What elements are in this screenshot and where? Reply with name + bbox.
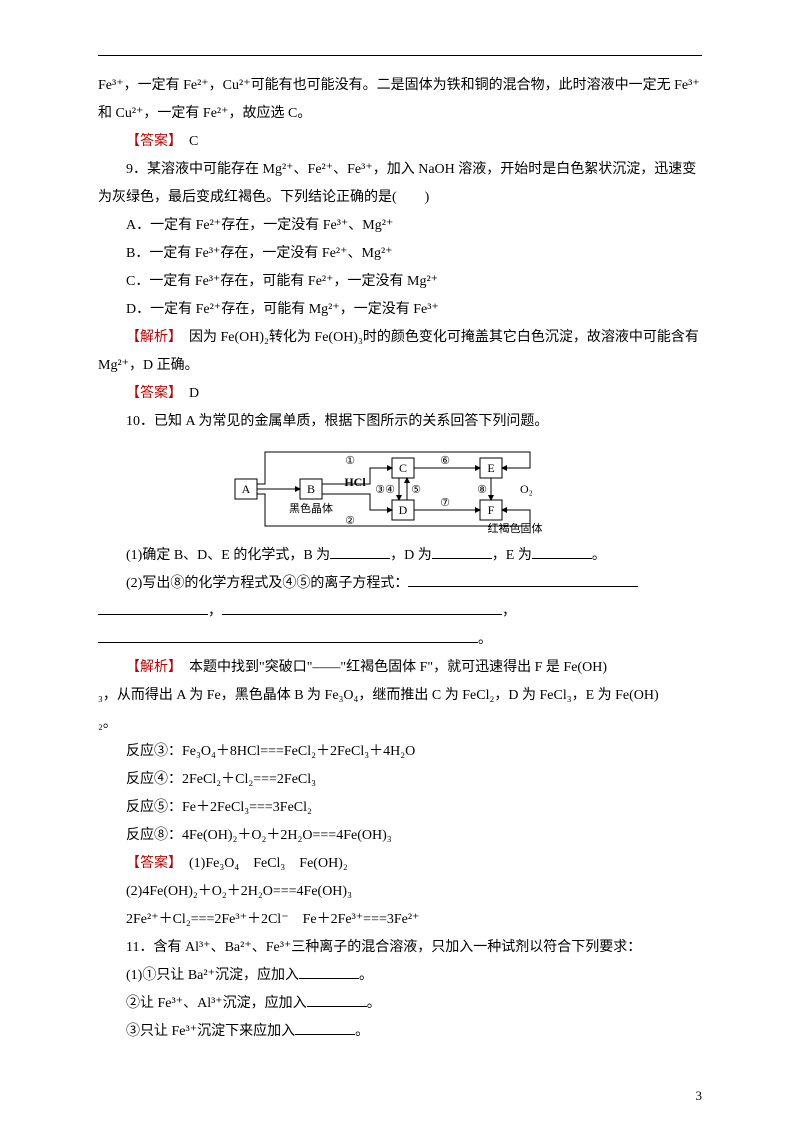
num-7: ⑦ bbox=[440, 497, 450, 509]
q11-sub3: ③只让 Fe³⁺沉淀下来应加入 。 bbox=[98, 1018, 702, 1046]
blank bbox=[330, 544, 390, 559]
blank bbox=[98, 600, 208, 615]
period: 。 bbox=[478, 632, 492, 647]
answer-value: C bbox=[175, 134, 198, 149]
label-hcl: HCl bbox=[344, 475, 366, 489]
text: ，D 为 bbox=[390, 548, 432, 563]
q10-reaction-5: 反应⑤：Fe＋2FeCl₃===3FeCl₂ bbox=[98, 794, 702, 822]
num-1: ① bbox=[345, 455, 355, 467]
q10-reaction-4: 反应④：2FeCl₂＋Cl₂===2FeCl₃ bbox=[98, 766, 702, 794]
text: ，E 为 bbox=[492, 548, 532, 563]
q9-option-b: B．一定有 Fe³⁺存在，一定没有 Fe²⁺、Mg²⁺ bbox=[98, 240, 702, 268]
text: ③只让 Fe³⁺沉淀下来应加入 bbox=[126, 1024, 295, 1039]
q9-option-a: A．一定有 Fe²⁺存在，一定没有 Fe³⁺、Mg²⁺ bbox=[98, 212, 702, 240]
answer-label: 【答案】 bbox=[126, 134, 175, 149]
num-6: ⑥ bbox=[440, 455, 450, 467]
q11-sub2: ②让 Fe³⁺、Al³⁺沉淀，应加入 。 bbox=[98, 990, 702, 1018]
comma: ， bbox=[208, 604, 222, 619]
answer-value: (1)Fe₃O₄ FeCl₃ Fe(OH)₂ bbox=[175, 856, 348, 871]
label-o2: O₂ bbox=[520, 482, 533, 496]
analysis-label: 【解析】 bbox=[126, 330, 175, 345]
text: (1)①只让 Ba²⁺沉淀，应加入 bbox=[126, 968, 299, 983]
q10-sub2-line3: 。 bbox=[98, 626, 702, 654]
q10-answer-2: (2)4Fe(OH)₂＋O₂＋2H₂O===4Fe(OH)₃ bbox=[98, 878, 702, 906]
label-f-sub: 红褐色固体 bbox=[488, 521, 543, 534]
q10-reaction-3: 反应③：Fe₃O₄＋8HCl===FeCl₂＋2FeCl₃＋4H₂O bbox=[98, 738, 702, 766]
analysis-label: 【解析】 bbox=[126, 660, 175, 675]
num-3: ③ bbox=[375, 484, 385, 496]
preamble-line: Fe³⁺，一定有 Fe²⁺，Cu²⁺可能有也可能没有。二是固体为铁和铜的混合物，… bbox=[98, 72, 702, 128]
blank bbox=[222, 600, 502, 615]
blank bbox=[532, 544, 592, 559]
flow-diagram-svg: A B 黑色晶体 HCl C D E F 红褐色固体 O₂ ① bbox=[230, 444, 570, 534]
q10-answer-1: 【答案】 (1)Fe₃O₄ FeCl₃ Fe(OH)₂ bbox=[98, 850, 702, 878]
text: (2)写出⑧的化学方程式及④⑤的离子方程式： bbox=[126, 576, 408, 591]
blank bbox=[432, 544, 492, 559]
text: (1)确定 B、D、E 的化学式，B 为 bbox=[126, 548, 330, 563]
blank bbox=[299, 964, 359, 979]
label-b-sub: 黑色晶体 bbox=[289, 501, 333, 515]
analysis-text: 因为 Fe(OH)₂转化为 Fe(OH)₃时的颜色变化可掩盖其它白色沉淀，故溶液… bbox=[98, 330, 699, 373]
blank bbox=[295, 1020, 355, 1035]
text: ②让 Fe³⁺、Al³⁺沉淀，应加入 bbox=[126, 996, 307, 1011]
num-4: ④ bbox=[385, 484, 395, 496]
answer-label: 【答案】 bbox=[126, 856, 175, 871]
q10-reaction-8: 反应⑧：4Fe(OH)₂＋O₂＋2H₂O===4Fe(OH)₃ bbox=[98, 822, 702, 850]
analysis-text: 本题中找到"突破口"——"红褐色固体 F"，就可迅速得出 F 是 Fe(OH) bbox=[175, 660, 607, 675]
q10-sub1: (1)确定 B、D、E 的化学式，B 为 ，D 为 ，E 为 。 bbox=[98, 542, 702, 570]
top-rule bbox=[98, 55, 702, 56]
q11-stem: 11．含有 Al³⁺、Ba²⁺、Fe³⁺三种离子的混合溶液，只加入一种试剂以符合… bbox=[98, 934, 702, 962]
answer-value: D bbox=[175, 386, 199, 401]
label-b: B bbox=[307, 482, 315, 496]
text: 。 bbox=[592, 548, 606, 563]
label-c: C bbox=[399, 461, 407, 475]
page-number: 3 bbox=[696, 1088, 703, 1104]
blank bbox=[408, 572, 638, 587]
q9-option-d: D．一定有 Fe²⁺存在，可能有 Mg²⁺，一定没有 Fe³⁺ bbox=[98, 296, 702, 324]
q10-answer-3: 2Fe²⁺＋Cl₂===2Fe³⁺＋2Cl⁻ Fe＋2Fe³⁺===3Fe²⁺ bbox=[98, 906, 702, 934]
blank bbox=[307, 992, 367, 1007]
label-e: E bbox=[487, 461, 494, 475]
label-d: D bbox=[399, 503, 408, 517]
q10-analysis-l2: ₃，从而得出 A 为 Fe，黑色晶体 B 为 Fe₃O₄，继而推出 C 为 Fe… bbox=[98, 682, 702, 710]
q10-diagram: A B 黑色晶体 HCl C D E F 红褐色固体 O₂ ① bbox=[98, 444, 702, 534]
q9-analysis: 【解析】 因为 Fe(OH)₂转化为 Fe(OH)₃时的颜色变化可掩盖其它白色沉… bbox=[98, 324, 702, 380]
text: 。 bbox=[359, 968, 373, 983]
q10-analysis-l1: 【解析】 本题中找到"突破口"——"红褐色固体 F"，就可迅速得出 F 是 Fe… bbox=[98, 654, 702, 682]
q11-sub1: (1)①只让 Ba²⁺沉淀，应加入 。 bbox=[98, 962, 702, 990]
answer-label: 【答案】 bbox=[126, 386, 175, 401]
page-body: Fe³⁺，一定有 Fe²⁺，Cu²⁺可能有也可能没有。二是固体为铁和铜的混合物，… bbox=[0, 0, 800, 1066]
blank bbox=[98, 628, 478, 643]
label-f: F bbox=[488, 503, 495, 517]
q9-answer: 【答案】 D bbox=[98, 380, 702, 408]
num-5: ⑤ bbox=[411, 484, 421, 496]
text: 。 bbox=[367, 996, 381, 1011]
text: 。 bbox=[355, 1024, 369, 1039]
q10-sub2-line1: (2)写出⑧的化学方程式及④⑤的离子方程式： bbox=[98, 570, 702, 598]
q9-stem: 9．某溶液中可能存在 Mg²⁺、Fe²⁺、Fe³⁺，加入 NaOH 溶液，开始时… bbox=[98, 156, 702, 212]
num-2: ② bbox=[345, 515, 355, 527]
q10-analysis-l3: ₂。 bbox=[98, 710, 702, 738]
label-a: A bbox=[242, 482, 251, 496]
comma: ， bbox=[502, 604, 516, 619]
q10-stem: 10．已知 A 为常见的金属单质，根据下图所示的关系回答下列问题。 bbox=[98, 408, 702, 436]
q9-option-c: C．一定有 Fe³⁺存在，可能有 Fe²⁺，一定没有 Mg²⁺ bbox=[98, 268, 702, 296]
preamble-answer: 【答案】 C bbox=[98, 128, 702, 156]
num-8: ⑧ bbox=[477, 484, 487, 496]
q10-sub2-line2: ，， bbox=[98, 598, 702, 626]
